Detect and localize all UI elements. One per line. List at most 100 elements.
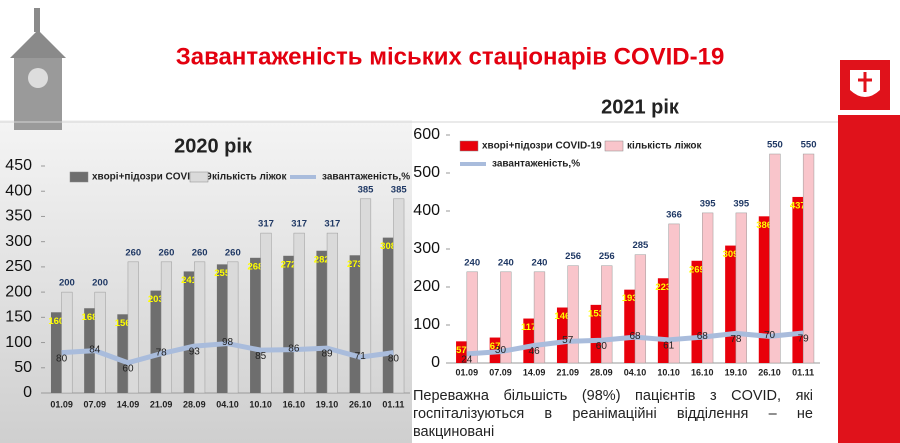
bar-label: 309: [723, 249, 739, 260]
y-tick-label: 400: [5, 182, 32, 199]
y-tick-label: 100: [5, 334, 32, 351]
line-series: [61, 341, 394, 366]
bar-label: 317: [258, 219, 274, 230]
bar-label: 317: [324, 219, 340, 230]
bar-label: 260: [159, 247, 175, 258]
bar: [702, 212, 714, 364]
bar-label: 260: [225, 247, 241, 258]
bar: [183, 271, 195, 393]
bar: [725, 245, 736, 363]
x-tick-label: 01.09: [50, 399, 73, 409]
bar-label: 260: [125, 247, 141, 258]
bar: [792, 196, 804, 363]
line-label: 85: [255, 351, 267, 362]
bar: [601, 265, 613, 364]
line-label: 93: [189, 347, 201, 358]
bar-label: 385: [391, 184, 408, 195]
x-tick-label: 10.10: [249, 399, 272, 409]
line-label: 60: [122, 363, 134, 374]
line-label: 80: [388, 353, 400, 364]
bar: [227, 261, 239, 394]
y-tick-label: 200: [413, 278, 440, 295]
side-bar: [838, 115, 900, 443]
bar-label: 550: [801, 140, 817, 151]
note: Переважна більшість (98%) пацієнтів з CO…: [413, 388, 813, 440]
bar-label: 153: [588, 308, 604, 319]
bar-label: 256: [565, 251, 581, 262]
bar: [735, 212, 747, 364]
bar: [691, 260, 703, 363]
x-tick-label: 04.10: [216, 399, 239, 409]
bar-label: 385: [358, 184, 375, 195]
line-label: 68: [629, 331, 641, 342]
bar-label: 272: [281, 259, 297, 270]
y-tick-label: 450: [5, 157, 32, 174]
legend-swatch: [604, 140, 624, 152]
bar: [316, 250, 328, 393]
x-tick-label: 26.10: [758, 367, 781, 377]
x-tick-label: 01.11: [382, 399, 404, 409]
bar-label: 282: [314, 254, 330, 265]
legend-label: завантаженість,%: [322, 172, 410, 183]
bar-label: 268: [247, 261, 263, 272]
bar: [590, 304, 602, 363]
bar-label: 395: [733, 198, 750, 209]
bar-label: 200: [59, 278, 75, 289]
bar: [567, 265, 579, 364]
y-tick-label: 200: [5, 283, 32, 300]
bar: [94, 291, 106, 394]
bar: [634, 254, 647, 364]
x-tick-label: 04.10: [624, 367, 647, 377]
bar: [624, 289, 635, 363]
bar-label: 260: [192, 247, 208, 258]
x-tick-label: 14.09: [117, 399, 140, 409]
bar: [194, 261, 206, 394]
x-tick-label: 16.10: [283, 399, 306, 409]
line-label: 24: [461, 355, 473, 366]
bar-label: 156: [115, 318, 131, 329]
bar-label: 437: [790, 200, 806, 211]
bar-label: 395: [700, 198, 717, 209]
bar-label: 200: [92, 278, 108, 289]
x-tick-label: 01.09: [456, 367, 479, 377]
y-tick-label: 0: [431, 354, 440, 371]
legend-label: завантаженість,%: [492, 159, 580, 170]
bar-label: 269: [689, 264, 705, 275]
x-tick-label: 14.09: [523, 367, 546, 377]
bar: [533, 271, 546, 364]
line-label: 70: [764, 330, 776, 341]
bar: [456, 341, 467, 363]
line-label: 57: [562, 335, 574, 346]
bar-label: 386: [756, 220, 772, 231]
legend-swatch: [69, 171, 89, 183]
bar-label: 57: [456, 345, 467, 356]
y-tick-label: 350: [5, 208, 32, 225]
tower-logo: [10, 8, 66, 130]
bar: [216, 264, 228, 393]
bar: [769, 153, 781, 364]
line-label: 46: [529, 346, 541, 357]
line-label: 78: [730, 334, 742, 345]
line-label: 84: [89, 344, 101, 355]
bar: [802, 153, 815, 364]
y-tick-label: 250: [5, 258, 32, 275]
bar: [117, 314, 128, 393]
bar-label: 273: [347, 259, 363, 270]
line-label: 98: [222, 337, 234, 348]
bar: [668, 223, 680, 364]
line-label: 86: [288, 343, 300, 354]
legend-label: кількість ліжок: [212, 172, 288, 183]
chart-title: 2020 рік: [174, 135, 253, 157]
x-tick-label: 28.09: [590, 367, 613, 377]
line-label: 30: [495, 345, 507, 356]
bar-label: 240: [498, 257, 514, 268]
city-emblem: [840, 60, 890, 110]
bar: [466, 271, 478, 364]
bar: [127, 261, 139, 394]
x-tick-label: 01.11: [792, 367, 814, 377]
y-tick-label: 150: [5, 309, 32, 326]
x-tick-label: 28.09: [183, 399, 206, 409]
bar: [758, 216, 770, 363]
